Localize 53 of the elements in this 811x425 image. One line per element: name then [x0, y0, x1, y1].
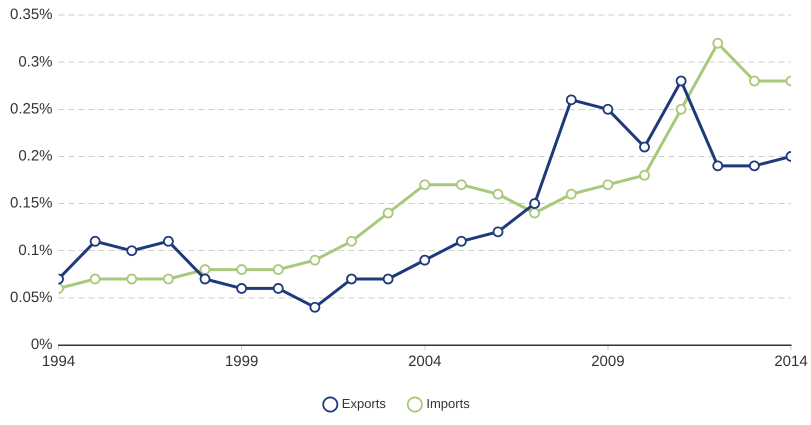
point	[236, 264, 248, 275]
point	[346, 236, 357, 247]
x-tick-label: 1994	[42, 353, 76, 370]
point	[566, 188, 577, 200]
point	[90, 236, 101, 247]
x-tick-label: 2004	[408, 353, 442, 370]
y-tick-label: 0.1%	[18, 242, 53, 259]
y-tick-label: 0%	[30, 336, 53, 354]
point	[309, 254, 320, 266]
y-tick-label: 0.15%	[10, 194, 53, 212]
point	[602, 104, 614, 115]
legend-label: Exports	[342, 396, 386, 412]
point	[456, 179, 467, 190]
point	[200, 264, 210, 275]
point	[676, 76, 687, 86]
point	[419, 254, 430, 266]
point	[529, 198, 540, 209]
point	[639, 170, 650, 181]
x-tick-label: 1999	[224, 353, 258, 370]
point	[602, 179, 614, 190]
point	[566, 94, 577, 106]
point	[419, 179, 430, 190]
y-tick-label: 0.3%	[18, 53, 53, 70]
point	[748, 76, 760, 86]
point	[163, 274, 174, 284]
point	[382, 208, 394, 218]
point	[346, 274, 357, 284]
legend-label: Imports	[426, 396, 470, 412]
y-tick-label: 0.05%	[10, 289, 53, 306]
point	[382, 274, 394, 284]
x-tick-label: 2009	[591, 353, 625, 370]
x-tick-label: 2014	[774, 353, 808, 370]
point	[639, 142, 650, 152]
point	[200, 274, 210, 284]
point	[90, 274, 101, 284]
y-tick-label: 0.35%	[10, 6, 53, 24]
point	[163, 236, 174, 247]
point	[309, 302, 320, 313]
point	[456, 236, 467, 247]
point	[492, 226, 504, 238]
point	[236, 283, 248, 294]
point	[676, 104, 687, 115]
point	[272, 283, 284, 294]
point	[748, 160, 760, 172]
point	[529, 208, 540, 218]
y-tick-label: 0.2%	[18, 148, 53, 165]
point	[126, 274, 138, 284]
point	[712, 38, 724, 49]
point	[492, 188, 504, 200]
point	[126, 245, 138, 256]
y-tick-label: 0.25%	[10, 100, 53, 118]
point	[272, 264, 284, 275]
point	[712, 160, 724, 172]
